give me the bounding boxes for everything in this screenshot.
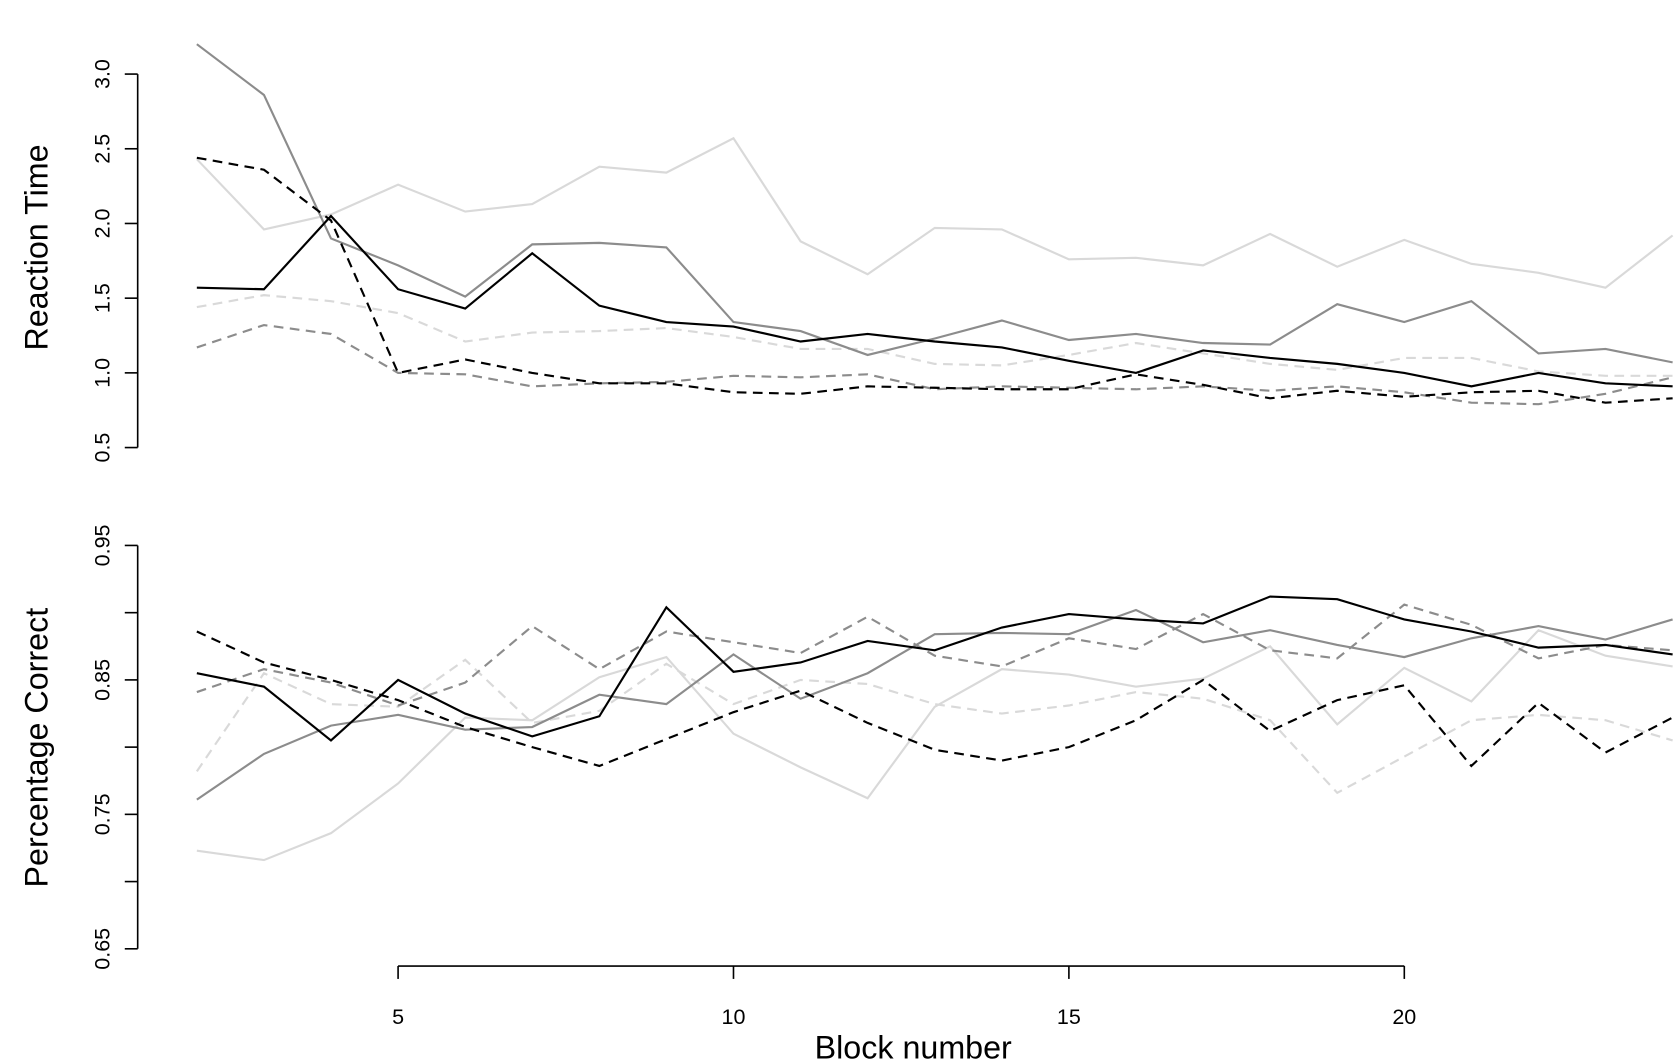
series-line [196,294,1673,377]
series-line [196,595,1673,742]
x-axis-title: Block number [815,1030,1012,1064]
x-tick-label: 5 [392,1005,404,1029]
series-line [196,136,1674,289]
y-tick-label: 0.65 [91,928,115,970]
series-line [196,630,1674,768]
x-tick-label: 10 [722,1005,746,1029]
series-line [196,608,1673,801]
series-line [196,603,1673,707]
y-tick-label: 0.95 [91,524,115,566]
y-tick-label: 1.0 [91,358,115,388]
series-line [196,43,1673,364]
series-line [196,156,1673,404]
x-tick-label: 20 [1392,1005,1416,1029]
y-tick-label: 3.0 [91,59,115,89]
series-line [195,658,1673,795]
series-line [196,214,1673,388]
y-axis-title: Percentage Correct [18,608,54,888]
x-tick-label: 15 [1057,1005,1081,1029]
y-tick-label: 0.75 [91,793,115,835]
y-tick-label: 2.5 [91,134,115,164]
y-tick-label: 2.0 [91,208,115,238]
y-axis-title: Reaction Time [18,144,54,350]
y-tick-label: 1.5 [91,283,115,313]
series-line [196,628,1673,862]
y-tick-label: 0.85 [91,659,115,701]
y-tick-label: 0.5 [91,433,115,463]
